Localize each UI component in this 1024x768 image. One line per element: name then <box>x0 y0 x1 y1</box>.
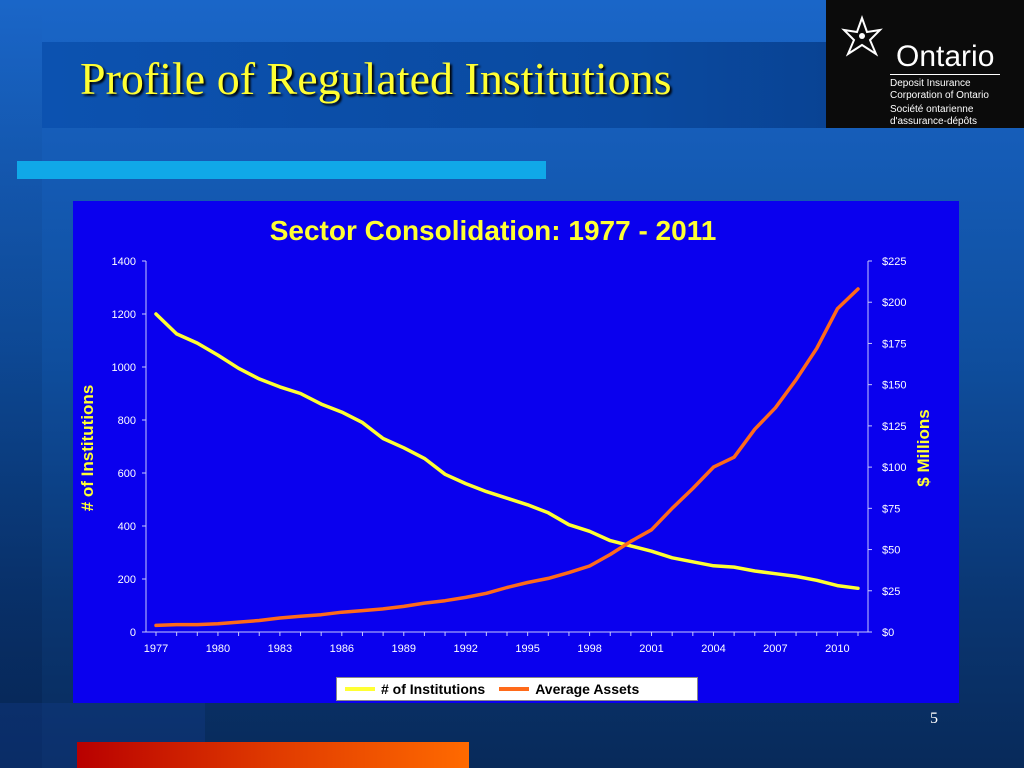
logo-name: Ontario <box>896 40 995 73</box>
y-tick-label-right: $25 <box>882 586 900 598</box>
y-tick-label-right: $175 <box>882 338 906 350</box>
legend-item-institutions: # of Institutions <box>345 681 485 697</box>
x-tick-label: 1992 <box>453 643 477 655</box>
logo-line-1: Deposit Insurance <box>890 78 971 89</box>
x-tick-label: 1986 <box>330 643 354 655</box>
bottom-accent-bar <box>77 742 469 768</box>
y-tick-label-right: $0 <box>882 627 894 639</box>
y-axis-label-left: # of Institutions <box>78 384 97 512</box>
y-tick-label-right: $200 <box>882 297 906 309</box>
x-tick-label: 1995 <box>515 643 539 655</box>
series-line-average-assets <box>154 287 860 628</box>
y-tick-label-right: $50 <box>882 545 900 557</box>
y-tick-label-right: $125 <box>882 421 906 433</box>
y-tick-label-left: 400 <box>118 521 136 533</box>
y-tick-label-left: 1000 <box>112 362 136 374</box>
x-tick-label: 1977 <box>144 643 168 655</box>
logo-line-3: Société ontarienne <box>890 104 974 115</box>
x-tick-label: 1989 <box>392 643 416 655</box>
y-tick-label-right: $150 <box>882 380 906 392</box>
x-tick-label: 2010 <box>825 643 849 655</box>
logo-line-2: Corporation of Ontario <box>890 90 989 101</box>
trillium-icon <box>841 15 883 57</box>
legend-swatch-institutions <box>345 687 375 691</box>
y-tick-label-left: 600 <box>118 468 136 480</box>
series-line-institutions <box>154 312 860 591</box>
x-tick-label: 2001 <box>639 643 663 655</box>
y-tick-label-right: $100 <box>882 462 906 474</box>
x-tick-label: 1998 <box>577 643 601 655</box>
y-tick-label-left: 200 <box>118 574 136 586</box>
y-tick-label-left: 0 <box>130 627 136 639</box>
chart-legend: # of Institutions Average Assets <box>336 677 698 701</box>
y-tick-label-right: $75 <box>882 503 900 515</box>
x-tick-label: 2007 <box>763 643 787 655</box>
y-tick-label-left: 800 <box>118 415 136 427</box>
chart-panel: Sector Consolidation: 1977 - 2011 <box>73 201 959 703</box>
legend-swatch-assets <box>499 687 530 691</box>
page-number: 5 <box>930 710 938 727</box>
chart-title: Sector Consolidation: 1977 - 2011 <box>269 215 717 246</box>
legend-label-institutions: # of Institutions <box>381 681 486 697</box>
x-tick-label: 1983 <box>268 643 292 655</box>
legend-item-assets: Average Assets <box>499 681 639 697</box>
y-axis-label-right: $ Millions <box>914 409 933 487</box>
legend-label-assets: Average Assets <box>535 681 640 697</box>
y-tick-label-right: $225 <box>882 256 906 268</box>
x-tick-label: 2004 <box>701 643 725 655</box>
left-band <box>0 0 42 768</box>
logo-divider <box>890 74 1000 75</box>
y-tick-label-left: 1400 <box>112 256 136 268</box>
slide-title: Profile of Regulated Institutions <box>80 53 672 104</box>
y-tick-label-left: 1200 <box>112 309 136 321</box>
ontario-logo: Ontario Deposit Insurance Corporation of… <box>826 0 1024 128</box>
accent-bar <box>17 161 546 179</box>
logo-line-4: d'assurance-dépôts <box>890 116 977 127</box>
x-tick-label: 1980 <box>206 643 230 655</box>
